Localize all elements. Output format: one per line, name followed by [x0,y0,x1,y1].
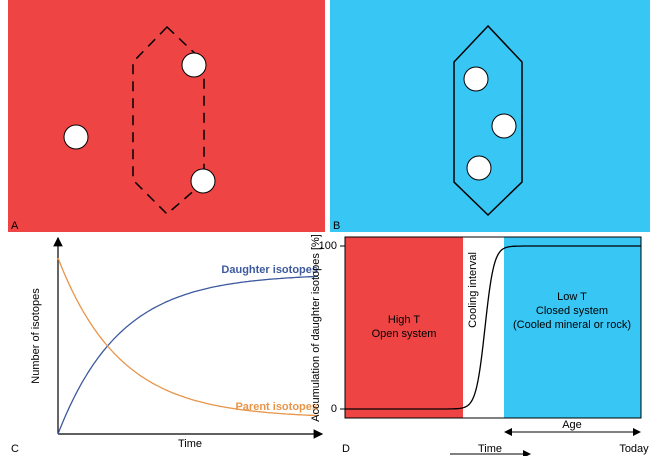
age-label: Age [562,419,582,431]
isotope [464,67,488,91]
parent-curve [58,258,318,416]
figure: A B Number of isotopes Time Daughter iso… [0,0,650,456]
zone-text: High T [388,314,420,326]
panel-b-bg [330,0,650,232]
time-label: Time [478,443,502,455]
panel-a-bg [8,0,325,232]
panel-label: A [11,220,19,232]
zone-text: (Cooled mineral or rock) [513,319,631,331]
today-label: Today [619,443,649,455]
isotope [492,114,516,138]
isotope [467,156,491,180]
zone-text: Closed system [536,305,608,317]
isotope [182,53,206,77]
daughter-label: Daughter isotopes [221,264,318,276]
panel-label: D [342,443,350,455]
x-axis-title: Time [178,438,202,450]
parent-label: Parent isotopes [235,401,318,413]
y-axis-title: Accumulation of daughter isotopes [%] [310,234,322,422]
panel-label: B [333,220,340,232]
y-tick-label: 0 [331,403,337,415]
zone-text: Open system [372,328,437,340]
zone-text: Low T [557,291,587,303]
zone-text: Cooling interval [467,252,479,328]
isotope [64,125,88,149]
panel-label: C [11,443,19,455]
isotope [191,169,215,193]
y-axis-title: Number of isotopes [30,288,42,384]
